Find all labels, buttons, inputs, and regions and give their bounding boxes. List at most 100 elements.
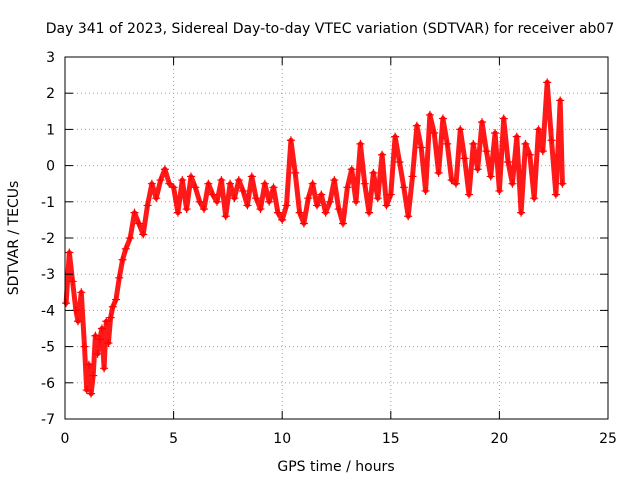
data-point-marker (62, 299, 71, 308)
y-tick-label: -1 (41, 195, 55, 211)
data-point-marker (356, 139, 365, 148)
data-point-marker (65, 248, 74, 257)
y-tick-label: -5 (41, 340, 55, 356)
y-tick-label: -3 (41, 267, 55, 283)
data-point-marker (126, 234, 135, 242)
y-tick-label: 2 (46, 86, 55, 102)
data-point-marker (504, 157, 513, 166)
data-point-marker (430, 129, 439, 138)
data-point-marker (173, 208, 182, 217)
data-point-marker (299, 219, 308, 228)
data-point-marker (369, 168, 378, 177)
x-tick-label: 10 (273, 431, 291, 447)
data-point-marker (352, 197, 361, 206)
data-point-marker (89, 371, 98, 380)
data-point-marker (226, 179, 235, 188)
data-point-marker (347, 165, 356, 174)
data-point-marker (282, 201, 291, 210)
data-point-marker (378, 150, 387, 159)
data-point-marker (295, 208, 304, 217)
data-point-marker (97, 324, 106, 333)
y-tick-label: 1 (46, 122, 55, 138)
data-point-marker (234, 176, 243, 185)
data-point-marker (382, 201, 391, 210)
data-point-marker (508, 179, 517, 188)
axis-ticks: -7 -6 -5 -4 -3 -2 -1 0 1 2 3 0 5 10 15 20 25 (41, 50, 617, 447)
data-point-marker (304, 194, 313, 203)
x-tick-label: 15 (382, 431, 400, 447)
data-point-marker (395, 157, 404, 166)
data-point-marker (321, 208, 330, 217)
data-point-marker (115, 273, 124, 282)
data-point-marker (482, 147, 491, 156)
data-point-marker (143, 201, 152, 210)
data-point-marker (443, 139, 452, 148)
data-point-marker (230, 194, 239, 203)
data-point-marker (408, 172, 417, 181)
data-point-marker (525, 150, 534, 159)
data-point-marker (217, 176, 226, 185)
data-point-marker (80, 342, 89, 351)
data-point-marker (182, 205, 191, 214)
data-point-marker (139, 230, 148, 239)
data-series (62, 78, 567, 398)
data-point-marker (551, 190, 560, 199)
data-point-marker (434, 168, 443, 177)
data-point-marker (278, 215, 287, 224)
data-point-marker (260, 179, 269, 188)
data-point-marker (95, 335, 104, 344)
data-point-marker (134, 219, 143, 228)
data-point-marker (147, 179, 156, 188)
data-point-marker (478, 118, 487, 127)
data-point-marker (521, 139, 530, 148)
data-point-marker (330, 176, 339, 185)
data-point-marker (106, 313, 115, 322)
data-point-marker (486, 172, 495, 181)
data-point-marker (460, 154, 469, 163)
data-point-marker (118, 255, 127, 264)
data-point-marker (239, 186, 248, 195)
data-point-marker (365, 208, 374, 217)
data-point-marker (265, 197, 274, 206)
data-point-marker (91, 331, 100, 340)
data-point-marker (325, 197, 334, 206)
data-point-marker (469, 139, 478, 148)
data-point-marker (339, 219, 348, 228)
data-point-marker (269, 183, 278, 192)
y-tick-label: 3 (46, 50, 55, 66)
data-point-marker (286, 136, 295, 145)
data-point-marker (556, 96, 565, 105)
y-tick-label: -6 (41, 376, 55, 392)
data-point-marker (178, 176, 187, 185)
data-point-marker (373, 194, 382, 203)
x-tick-label: 5 (169, 431, 178, 447)
y-tick-label: -2 (41, 231, 55, 247)
data-point-marker (84, 360, 93, 369)
x-tick-label: 20 (490, 431, 508, 447)
x-tick-label: 0 (61, 431, 70, 447)
data-point-marker (456, 125, 465, 134)
data-point-marker (104, 338, 113, 347)
data-point-marker (517, 208, 526, 217)
data-point-marker (438, 114, 447, 123)
data-point-marker (404, 212, 413, 221)
data-point-marker (558, 179, 567, 188)
data-point-marker (169, 183, 178, 192)
data-point-marker (473, 165, 482, 174)
data-point-marker (412, 121, 421, 130)
chart-title: Day 341 of 2023, Sidereal Day-to-day VTE… (46, 21, 615, 37)
data-point-marker (451, 179, 460, 188)
data-point-marker (312, 201, 321, 210)
data-point-marker (200, 205, 209, 214)
data-point-marker (71, 306, 80, 315)
grid-lines (65, 57, 608, 419)
data-point-marker (317, 190, 326, 199)
data-point-marker (87, 389, 96, 398)
data-point-marker (121, 244, 130, 253)
plot-frame (64, 56, 609, 420)
x-axis-title: GPS time / hours (277, 459, 394, 475)
y-axis-title: SDTVAR / TECUs (6, 181, 22, 296)
data-point-marker (360, 179, 369, 188)
data-point-marker (343, 183, 352, 192)
data-point-marker (165, 179, 174, 188)
